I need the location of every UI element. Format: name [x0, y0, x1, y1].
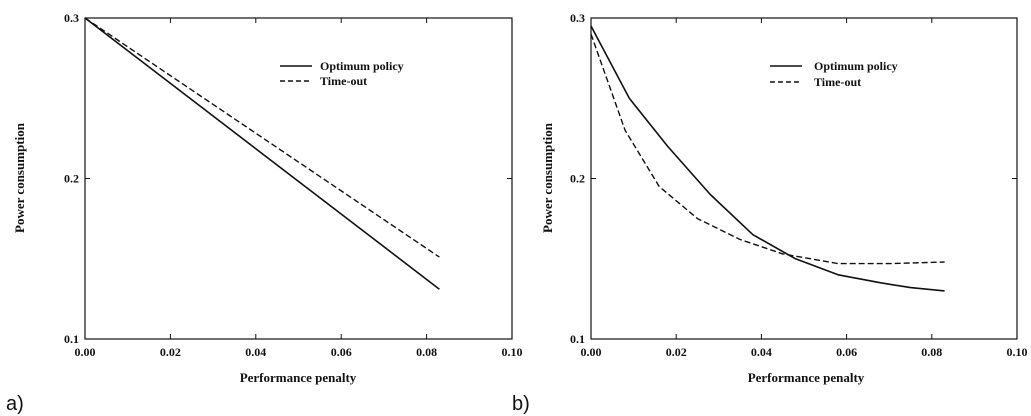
x-tick-label: 0.02 — [666, 345, 687, 359]
y-tick-labels: 0.1 0.2 0.3 — [64, 11, 79, 346]
x-tick-label: 0.02 — [160, 345, 181, 359]
x-axis-label: Performance penalty — [240, 370, 357, 385]
legend-label-timeout: Time-out — [814, 75, 861, 89]
x-tick-label: 0.08 — [416, 345, 437, 359]
chart-panel-a: 0.00 0.02 0.04 0.06 0.08 0.10 0.1 0.2 0.3 Optim… — [6, 11, 523, 415]
series-line-timeout — [590, 33, 945, 265]
x-tick-label: 0.10 — [502, 345, 523, 359]
panel-label: a) — [6, 393, 24, 415]
y-tick-label: 0.1 — [570, 332, 585, 346]
y-tick-label: 0.1 — [64, 332, 79, 346]
chart-panel-b: 0.00 0.02 0.04 0.06 0.08 0.10 0.1 0.2 0.3 Optim… — [512, 11, 1028, 415]
x-tick-label: 0.00 — [581, 345, 602, 359]
x-tick-labels: 0.00 0.02 0.04 0.06 0.08 0.10 — [581, 345, 1028, 359]
legend-label-optimum: Optimum policy — [320, 59, 404, 73]
x-tick-label: 0.10 — [1007, 345, 1028, 359]
x-tick-labels: 0.00 0.02 0.04 0.06 0.08 0.10 — [75, 345, 523, 359]
x-tick-label: 0.04 — [751, 345, 772, 359]
y-tick-label: 0.2 — [570, 172, 585, 186]
x-tick-label: 0.06 — [331, 345, 352, 359]
x-tick-label: 0.04 — [245, 345, 266, 359]
x-tick-label: 0.00 — [75, 345, 96, 359]
panel-label: b) — [512, 393, 530, 415]
x-axis-label: Performance penalty — [748, 370, 865, 385]
series-line-optimum — [84, 17, 440, 290]
legend-label-timeout: Time-out — [320, 74, 367, 88]
y-tick-label: 0.2 — [64, 172, 79, 186]
legend-label-optimum: Optimum policy — [814, 59, 898, 73]
y-tick-label: 0.3 — [64, 11, 79, 25]
series-line-optimum — [590, 25, 945, 292]
x-tick-label: 0.06 — [836, 345, 857, 359]
series-lines — [84, 17, 440, 290]
y-tick-label: 0.3 — [570, 11, 585, 25]
series-line-timeout — [84, 17, 440, 258]
series-lines — [590, 25, 945, 292]
legend: Optimum policy Time-out — [280, 59, 404, 88]
legend: Optimum policy Time-out — [770, 59, 898, 89]
y-tick-labels: 0.1 0.2 0.3 — [570, 11, 585, 346]
tick-marks — [590, 17, 1018, 340]
x-tick-label: 0.08 — [921, 345, 942, 359]
y-axis-label: Power consumption — [12, 122, 27, 233]
y-axis-label: Power consumption — [540, 122, 555, 233]
